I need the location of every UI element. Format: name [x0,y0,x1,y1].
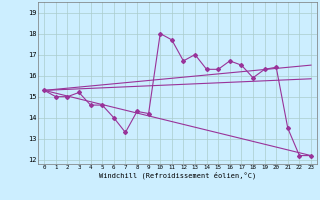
X-axis label: Windchill (Refroidissement éolien,°C): Windchill (Refroidissement éolien,°C) [99,172,256,179]
